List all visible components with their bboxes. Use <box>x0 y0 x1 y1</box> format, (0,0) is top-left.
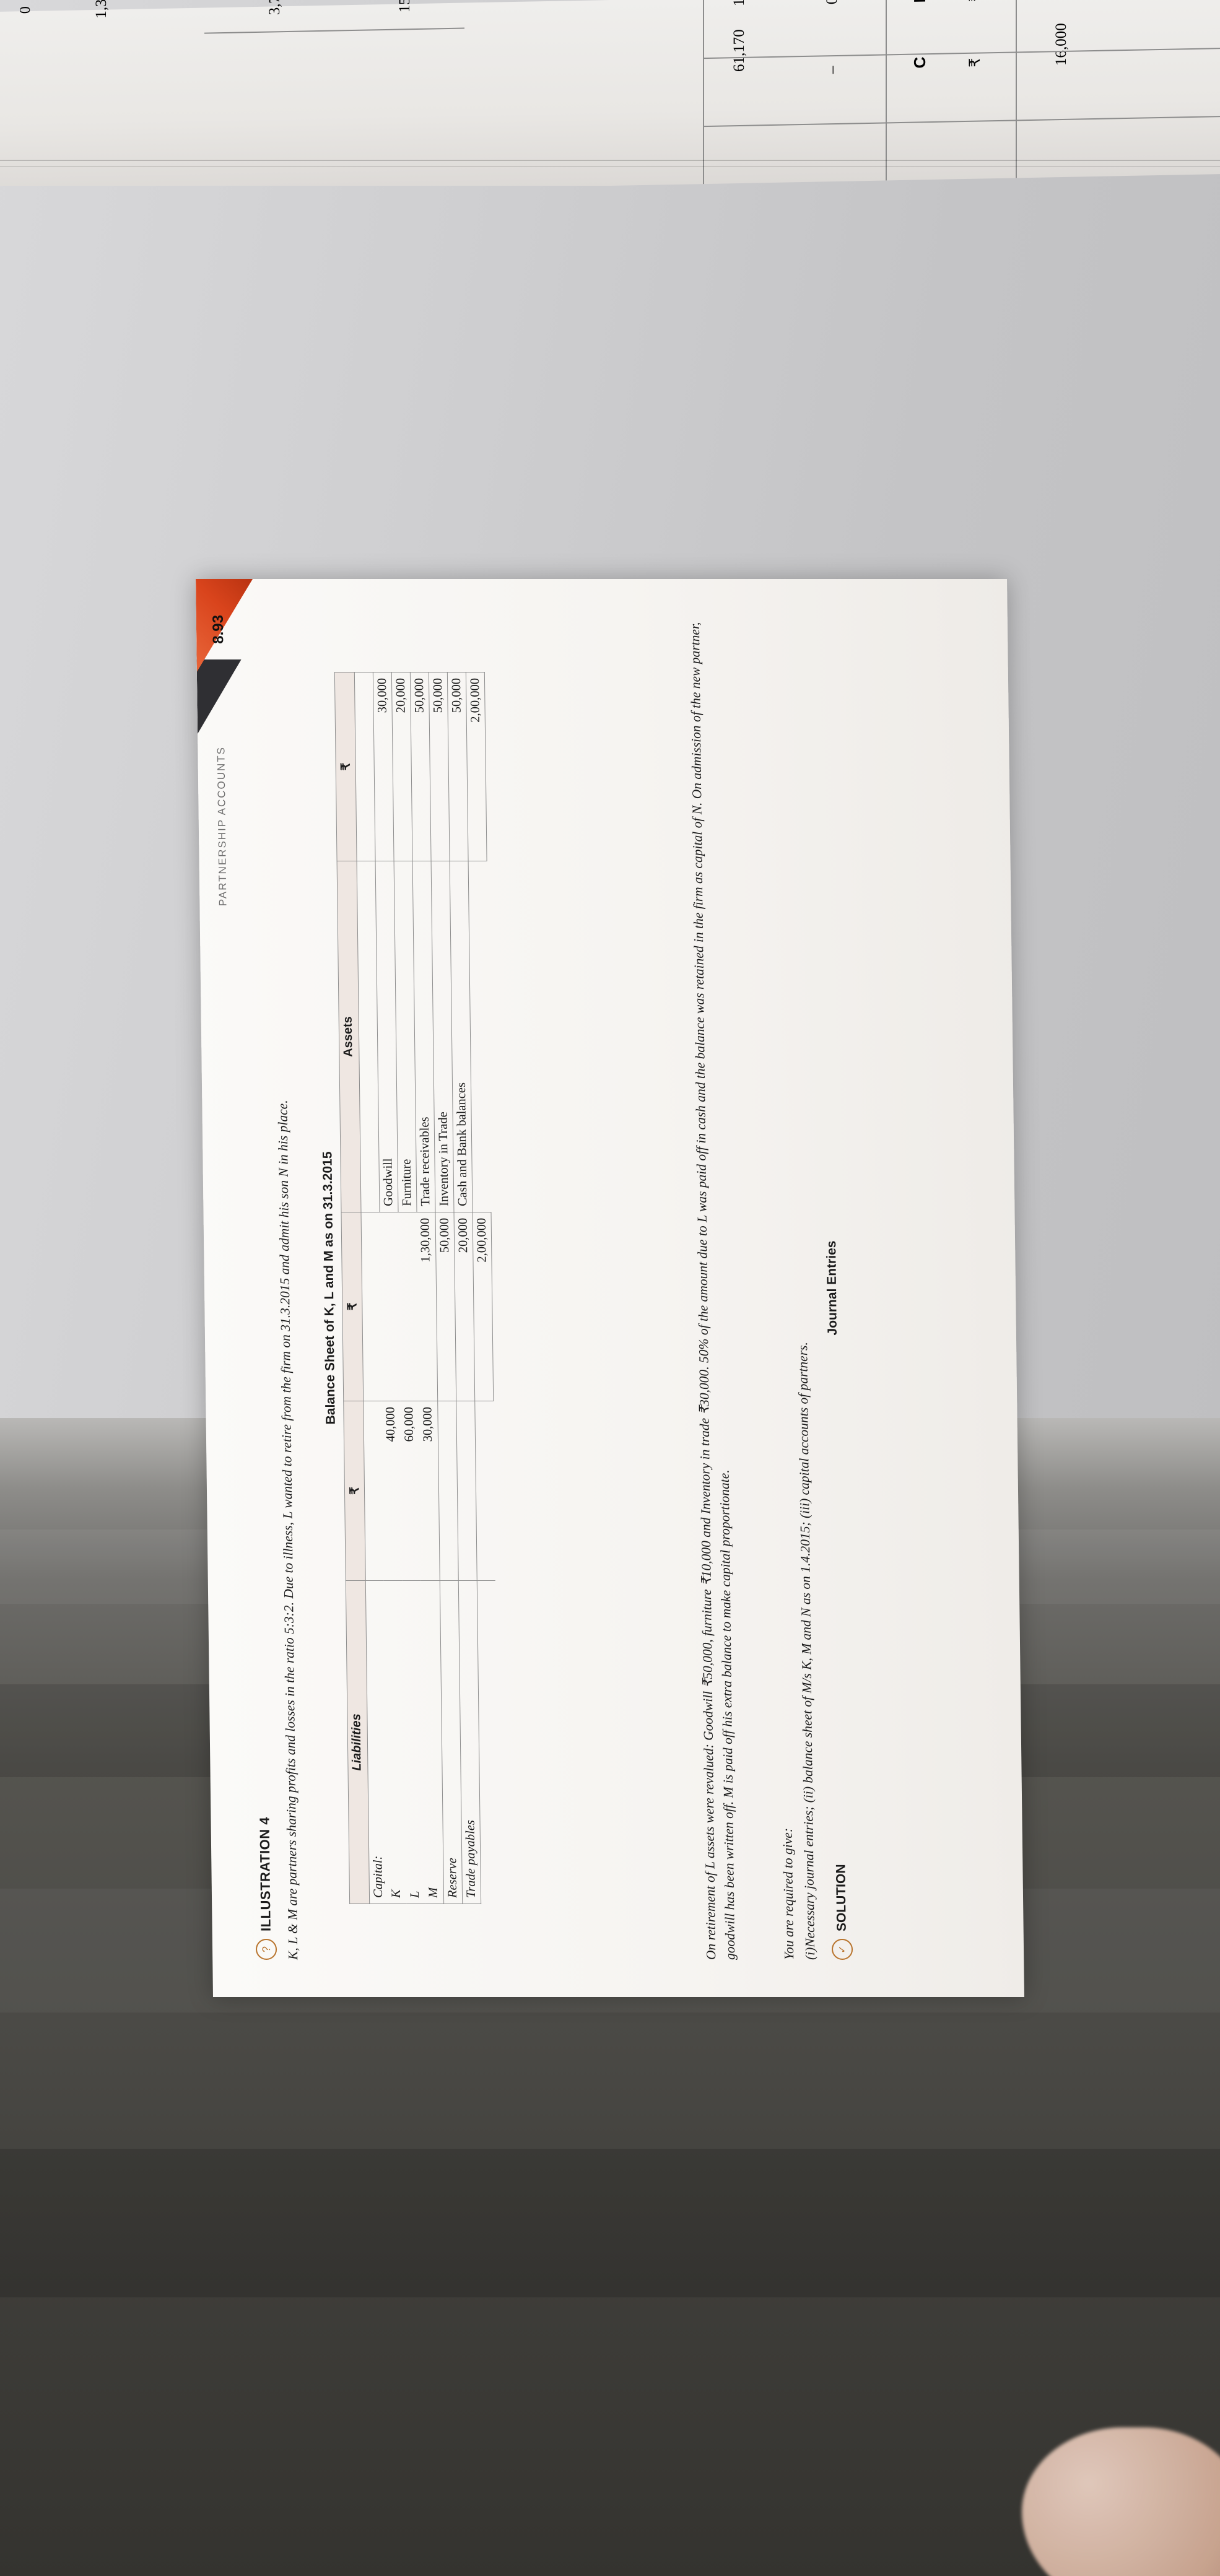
illustration-intro: K, L & M are partners sharing profits an… <box>275 1100 301 1960</box>
strip-cell: 1,32,760 <box>93 0 110 19</box>
cell-amt2: 20,000 <box>453 1212 475 1401</box>
book-page: PARTNERSHIP ACCOUNTS 8.93 ? ILLUSTRATION… <box>196 579 1024 1997</box>
cell-amt2 <box>361 1212 382 1401</box>
cell-amt3 <box>354 672 375 861</box>
question-icon: ? <box>255 1939 277 1960</box>
strip-cell: 15,491 <box>396 0 414 13</box>
corner-tab-dark <box>197 659 242 734</box>
cell-amt3: 20,000 <box>391 672 412 861</box>
balance-sheet-table: Liabilities ₹ ₹ Assets ₹ Capital: K 40,0… <box>334 672 500 1904</box>
cell-amt1 <box>456 1401 477 1581</box>
cell-amt3: 50,000 <box>409 672 431 861</box>
strip-cell: 3,740 <box>266 0 284 15</box>
strip-cell: 0 <box>17 6 33 14</box>
cell-total-label <box>476 1580 500 1904</box>
cell-amt2 <box>398 1212 419 1401</box>
problem-paragraph: On retirement of L assets were revalued:… <box>687 622 738 1960</box>
cell-total-left: 2,00,000 <box>472 1212 494 1401</box>
cell-amt1 <box>437 1401 458 1581</box>
cell-amt1: 30,000 <box>419 1401 440 1581</box>
page-header: PARTNERSHIP ACCOUNTS 8.93 <box>212 579 250 1997</box>
col-amount-1: ₹ <box>343 1401 366 1581</box>
cell-amt1 <box>363 1401 384 1581</box>
strip-cell: 61,170 <box>731 28 747 72</box>
illustration-label: ILLUSTRATION 4 <box>256 1816 274 1931</box>
cell-blank <box>468 861 491 1212</box>
cell-amt3: 50,000 <box>428 672 450 861</box>
cell-amt2: 1,30,000 <box>416 1212 438 1401</box>
cell-amt1: 60,000 <box>400 1401 421 1581</box>
cell-blank <box>474 1401 495 1581</box>
cell-total-right: 2,00,000 <box>465 672 487 861</box>
running-title: PARTNERSHIP ACCOUNTS <box>215 746 229 907</box>
page-number: 8.93 <box>209 615 227 644</box>
cell-amt3: 30,000 <box>372 672 394 861</box>
strip-cell: 16,000 <box>1053 23 1070 66</box>
col-amount-2: ₹ <box>341 1212 364 1401</box>
illustration-heading: ? ILLUSTRATION 4 <box>254 1817 277 1960</box>
strip-col-c: C <box>910 56 929 69</box>
cell-amt3: 50,000 <box>447 672 468 861</box>
cell-amt2: 50,000 <box>435 1212 456 1401</box>
strip-cell: – <box>824 66 840 74</box>
cell-amt2 <box>379 1212 401 1401</box>
col-amount-3: ₹ <box>334 672 357 861</box>
finger <box>1022 2427 1220 2576</box>
previous-page-strip: 0 1,32,760 3,740 15,491 120 61,170 <box>0 0 1220 186</box>
strip-currency-c: ₹ <box>967 58 983 67</box>
cell-amt1: 40,000 <box>381 1401 403 1581</box>
journal-entries-title: Journal Entries <box>824 1240 840 1336</box>
